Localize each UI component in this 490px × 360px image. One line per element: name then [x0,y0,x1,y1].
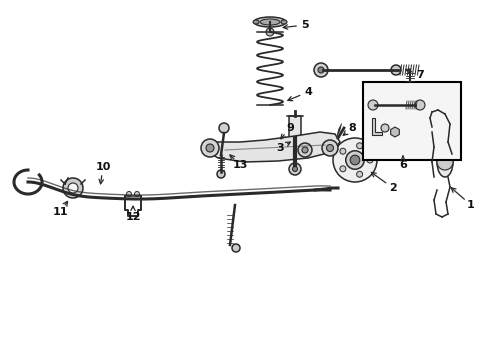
Circle shape [381,124,389,132]
Circle shape [322,140,338,156]
Circle shape [298,143,312,157]
Ellipse shape [437,147,453,177]
Text: 9: 9 [286,123,294,133]
Polygon shape [205,132,340,162]
Ellipse shape [281,20,287,24]
Text: 6: 6 [399,160,407,170]
Circle shape [201,139,219,157]
Text: 10: 10 [96,162,111,172]
Circle shape [134,192,140,197]
Circle shape [289,163,301,175]
Circle shape [391,65,401,75]
Bar [289,116,301,140]
Circle shape [367,157,373,163]
Circle shape [266,28,274,36]
Ellipse shape [260,19,280,25]
Bar [363,82,461,160]
Text: 4: 4 [304,87,312,97]
Text: 13: 13 [232,160,247,170]
Ellipse shape [253,20,259,24]
Circle shape [318,67,324,73]
Text: 12: 12 [125,212,141,222]
Circle shape [415,100,425,110]
Circle shape [206,144,214,152]
Circle shape [357,143,363,149]
Text: 8: 8 [348,123,356,133]
Circle shape [368,100,378,110]
Circle shape [217,170,225,178]
Circle shape [219,123,229,133]
Circle shape [340,166,346,172]
Circle shape [232,244,240,252]
Polygon shape [372,118,382,135]
Text: 3: 3 [276,143,284,153]
Circle shape [333,138,377,182]
Circle shape [350,155,360,165]
Circle shape [63,178,83,198]
Circle shape [340,148,346,154]
Text: 2: 2 [389,183,397,193]
Circle shape [302,147,308,153]
Text: 11: 11 [52,207,68,217]
Circle shape [326,144,334,152]
Circle shape [437,154,453,170]
Circle shape [346,151,364,169]
Circle shape [68,183,78,193]
Circle shape [357,171,363,177]
Circle shape [314,63,328,77]
Text: 1: 1 [467,200,475,210]
Text: 5: 5 [301,20,309,30]
Circle shape [293,166,297,171]
Circle shape [126,192,131,197]
Text: 7: 7 [416,70,424,80]
Ellipse shape [254,17,286,27]
